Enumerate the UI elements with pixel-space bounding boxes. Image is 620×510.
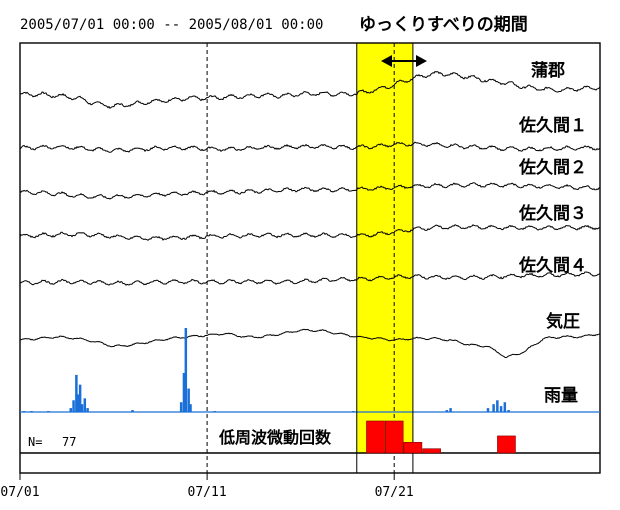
rain-bar: [213, 411, 217, 412]
trace-line: [19, 141, 601, 153]
rain-bar: [83, 398, 87, 412]
rain-bar: [80, 404, 84, 412]
trace-line: [19, 328, 601, 359]
series-label: 佐久間２: [518, 157, 587, 178]
rain-bar: [30, 411, 33, 412]
double-arrow: [381, 55, 427, 67]
rain-bar: [77, 394, 80, 412]
rain-bar: [496, 400, 499, 412]
rain-bar: [445, 410, 449, 412]
tremor-bar: [384, 420, 404, 454]
trace-lines: [19, 70, 601, 359]
rainfall-bars: [22, 328, 510, 412]
tremor-bar: [366, 420, 385, 454]
rain-bar: [22, 411, 26, 412]
rain-bar: [131, 410, 134, 412]
rain-bar: [449, 408, 452, 412]
trace-line: [19, 271, 601, 286]
rain-bar: [507, 410, 510, 412]
tremor-total-label: N=: [28, 435, 42, 449]
rain-bar: [352, 411, 355, 412]
x-tick-label: 07/01: [0, 485, 39, 500]
rain-bar: [75, 374, 78, 412]
plot-frame: [19, 42, 601, 474]
series-label: 佐久間３: [518, 203, 587, 224]
trace-line: [19, 182, 601, 200]
tremor-total-value: 77: [62, 435, 76, 449]
tremor-title: 低周波微動回数: [218, 428, 332, 447]
rain-bar: [72, 400, 75, 412]
tremor-bar: [403, 442, 423, 454]
rain-bar: [499, 406, 503, 412]
series-label: 蒲郡: [531, 61, 565, 81]
rain-bar: [503, 402, 507, 412]
tremor-bar: [422, 448, 441, 454]
series-label: 気圧: [545, 311, 580, 332]
rain-bar: [492, 404, 495, 412]
rain-bar: [179, 402, 183, 412]
rain-bar: [86, 408, 89, 412]
x-tick-label: 07/21: [375, 485, 414, 500]
rain-bar: [189, 404, 192, 412]
trace-line: [19, 70, 601, 110]
slow-slip-label: ゆっくりすべりの期間: [359, 15, 528, 35]
series-label: 佐久間４: [518, 255, 587, 276]
x-tick-label: 07/11: [188, 485, 227, 500]
rain-bar: [184, 328, 188, 412]
dashed-markers: [206, 43, 395, 473]
trace-line: [19, 224, 601, 241]
tremor-bars: [366, 420, 516, 454]
rain-bar: [69, 408, 73, 412]
rain-bar: [78, 384, 82, 412]
rain-bar: [182, 372, 186, 412]
rain-bar: [486, 408, 490, 412]
rain-bar: [187, 388, 190, 412]
x-axis: 07/01 07/11 07/21: [0, 473, 414, 500]
highlight-band: [356, 43, 413, 453]
date-range: 2005/07/01 00:00 -- 2005/08/01 00:00: [20, 17, 323, 33]
tremor-bar: [497, 435, 516, 454]
rain-label: 雨量: [544, 385, 578, 406]
series-label: 佐久間１: [518, 115, 587, 136]
rain-bar: [47, 411, 50, 412]
